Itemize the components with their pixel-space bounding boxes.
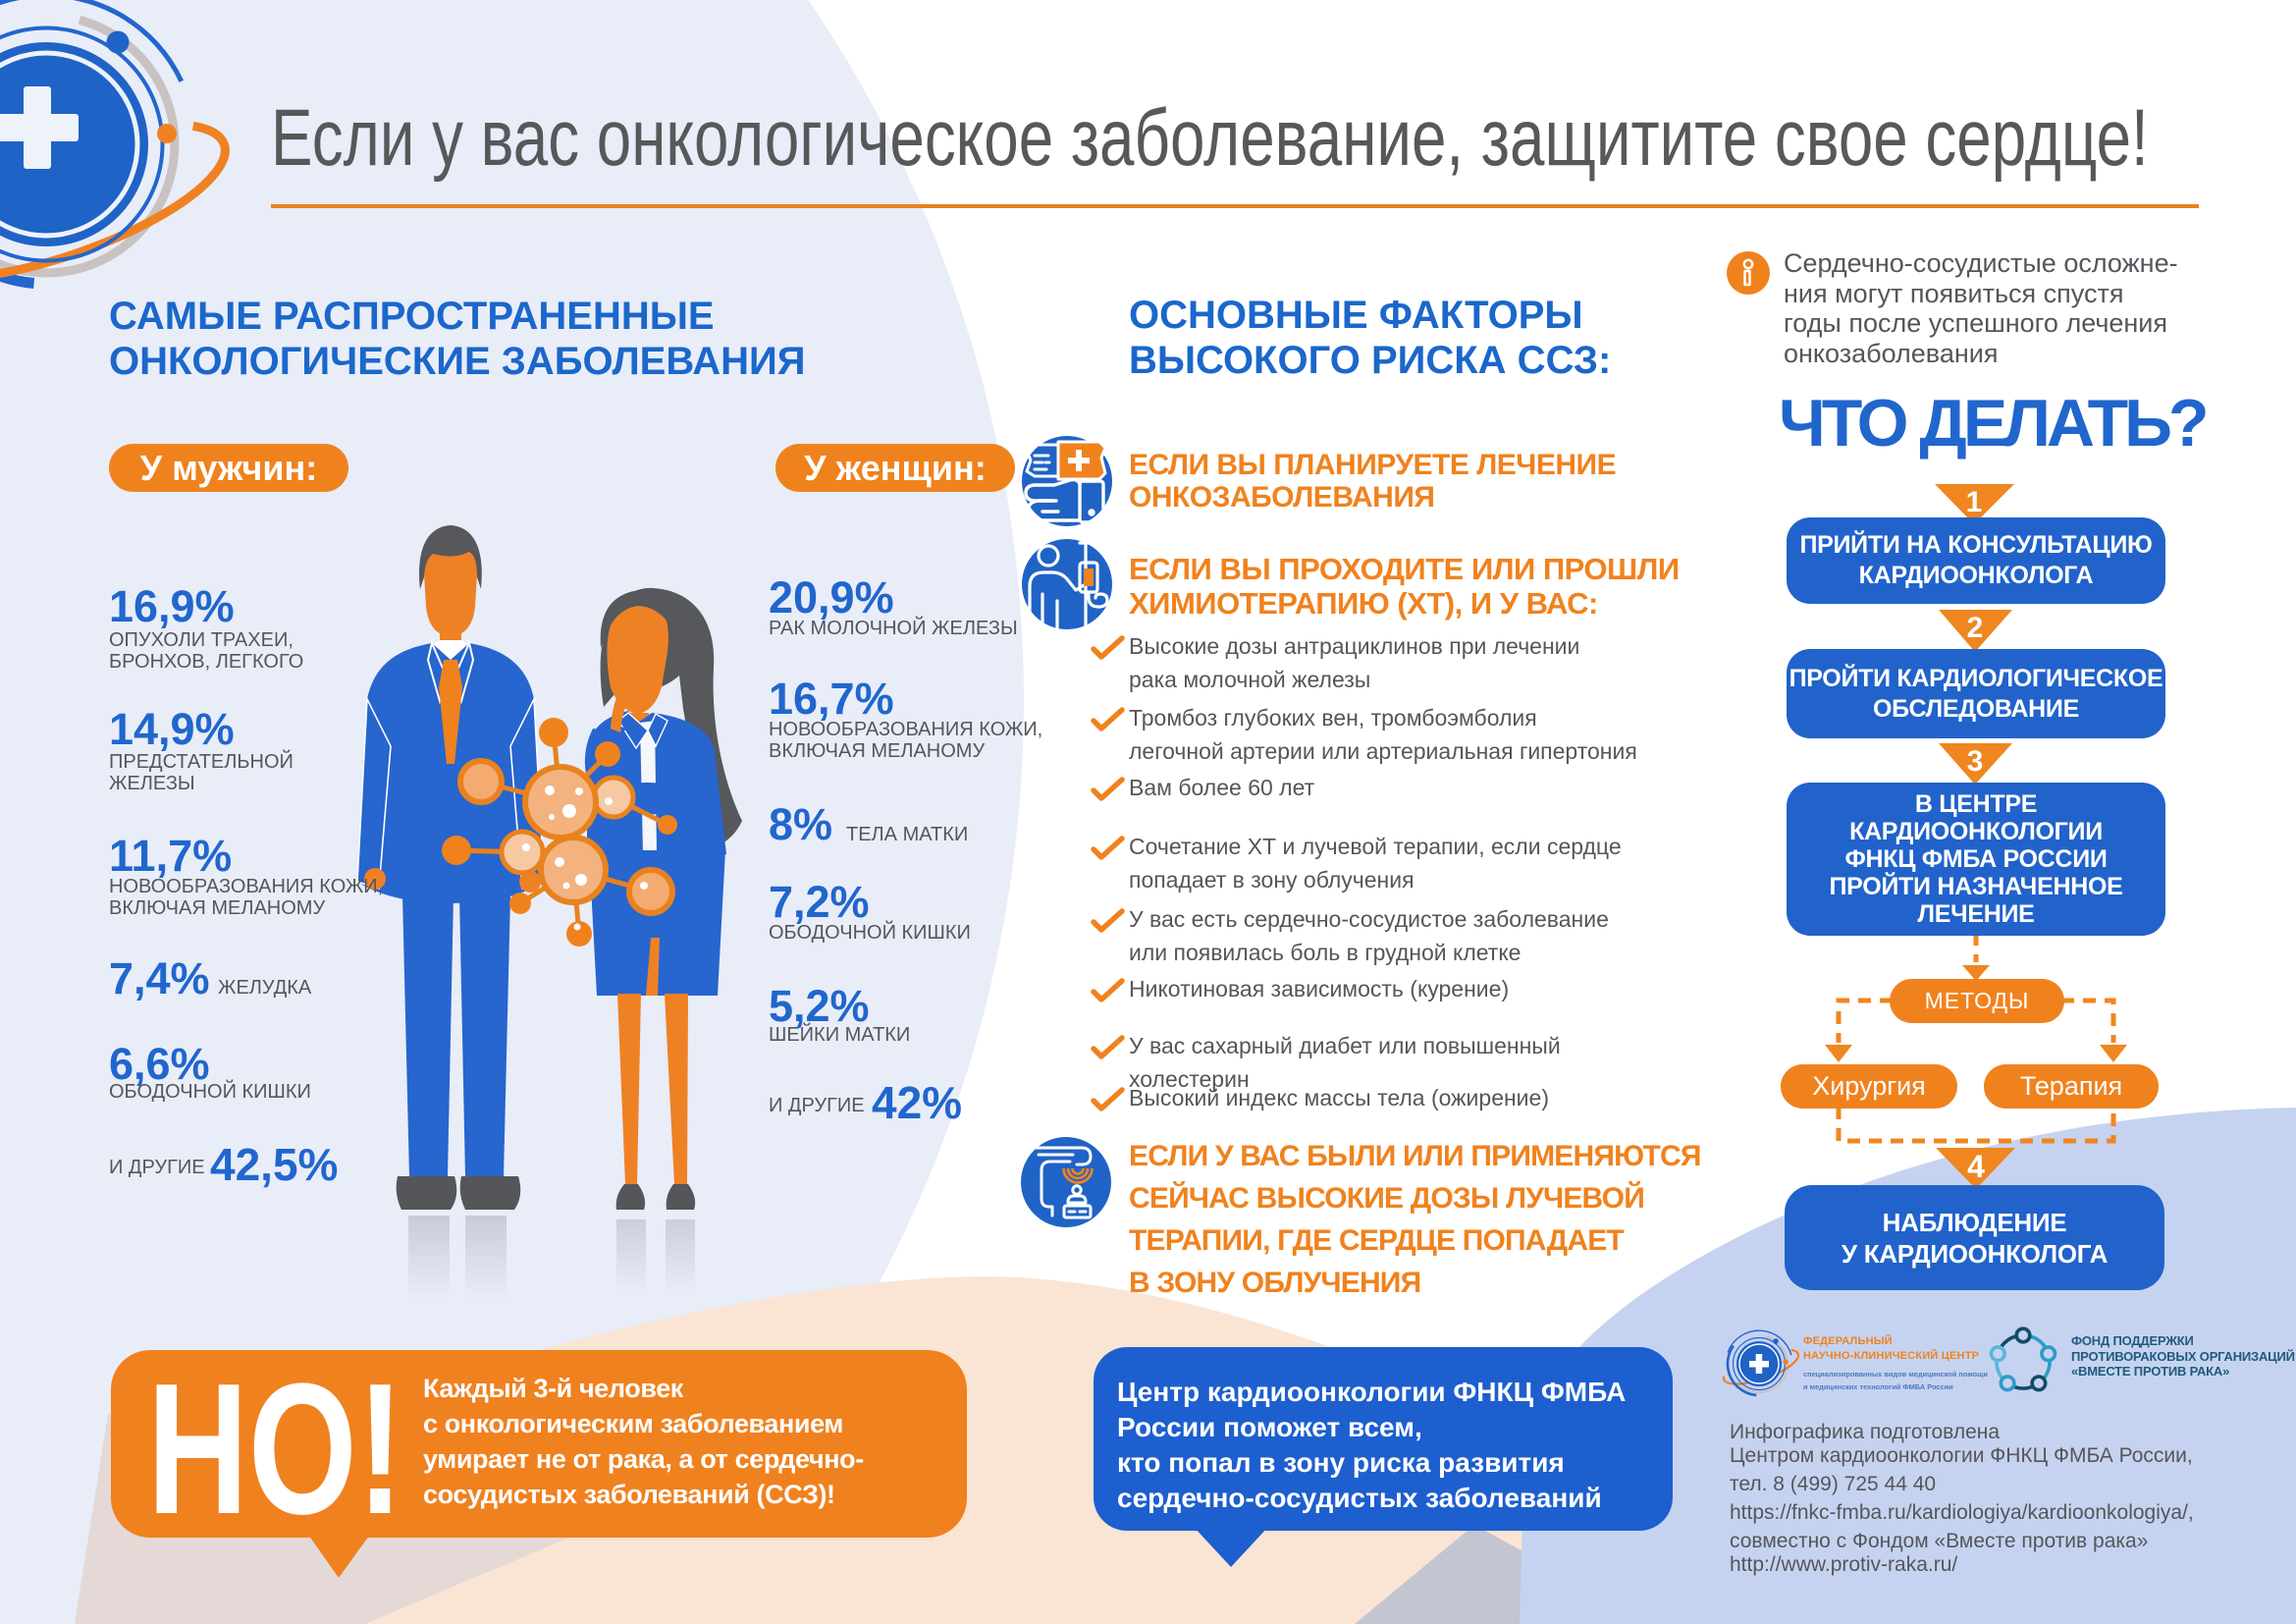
svg-text:2: 2 <box>1967 612 1984 644</box>
svg-text:4: 4 <box>1967 1149 1985 1184</box>
svg-text:1: 1 <box>1966 486 1983 518</box>
svg-text:3: 3 <box>1967 745 1984 778</box>
